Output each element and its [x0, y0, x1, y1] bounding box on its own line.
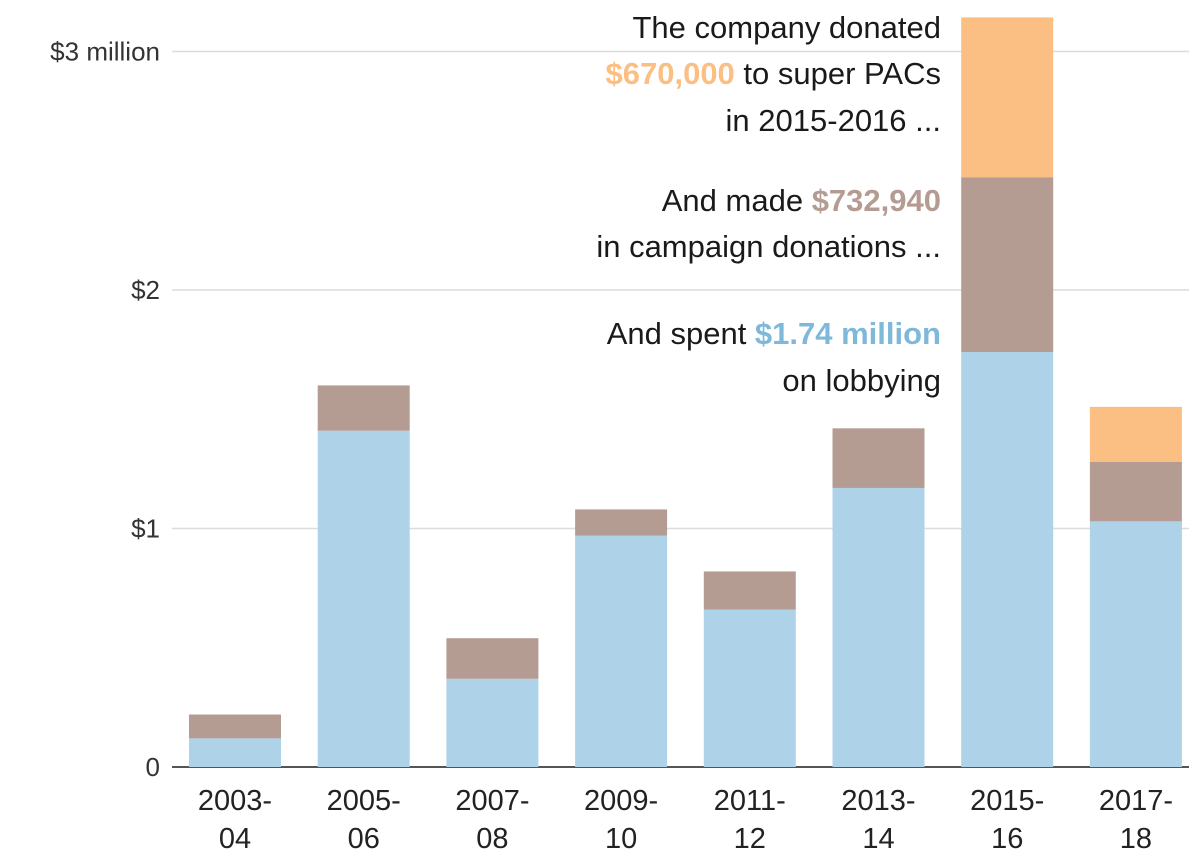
bar-segment-lobbying [575, 535, 668, 767]
annotation-super-pac-line: in 2015-2016 ... [726, 103, 941, 138]
x-tick-label: 04 [219, 823, 251, 855]
annotation-super-pac-line: $670,000 to super PACs [606, 56, 942, 91]
y-tick-label: $3 million [50, 37, 160, 67]
x-tick-label: 14 [862, 823, 894, 855]
x-tick-label: 2015- [970, 785, 1044, 817]
bar-segment-campaign [446, 638, 539, 679]
x-tick-label: 2009- [584, 785, 658, 817]
annotation-text: on lobbying [782, 363, 941, 398]
x-tick-label: 16 [991, 823, 1023, 855]
bar-segment-lobbying [703, 609, 796, 767]
annotation-campaign-line: And made $732,940 [662, 183, 941, 218]
bar-segment-lobbying [317, 430, 410, 767]
annotation-super-pac-line: The company donated [633, 10, 942, 45]
annotation-lobbying-line: on lobbying [782, 363, 941, 398]
y-tick-label: 0 [146, 752, 160, 782]
annotation-highlight: $670,000 [606, 56, 735, 91]
x-tick-label: 10 [605, 823, 637, 855]
bar-segment-lobbying [1089, 521, 1182, 767]
x-tick-label: 12 [734, 823, 766, 855]
x-tick-label: 2007- [455, 785, 529, 817]
annotation-text: And made [662, 183, 812, 218]
annotation-highlight: $1.74 million [755, 316, 941, 351]
bar-segment-campaign [575, 509, 668, 536]
annotation-text: in 2015-2016 ... [726, 103, 941, 138]
x-tick-label: 06 [348, 823, 380, 855]
x-tick-label: 2013- [841, 785, 915, 817]
bar-segment-campaign [961, 177, 1054, 353]
bar-segment-lobbying [446, 678, 539, 767]
bar-segment-super-pac [961, 17, 1054, 178]
annotation-highlight: $732,940 [812, 183, 941, 218]
annotation-lobbying-line: And spent $1.74 million [607, 316, 941, 351]
bar-segment-lobbying [189, 738, 281, 767]
bar-segment-campaign [832, 428, 925, 488]
annotation-text: in campaign donations ... [596, 229, 941, 264]
x-tick-label: 08 [476, 823, 508, 855]
bar-segment-campaign [1089, 461, 1182, 522]
y-tick-label: $1 [131, 514, 160, 544]
bar-segment-campaign [317, 385, 410, 431]
x-tick-label: 2003- [198, 785, 272, 817]
bar-segment-lobbying [832, 487, 925, 767]
annotation-text: The company donated [633, 10, 942, 45]
x-tick-label: 2011- [714, 785, 786, 817]
bar-segment-lobbying [961, 352, 1054, 767]
x-tick-label: 18 [1120, 823, 1152, 855]
y-tick-label: $2 [131, 275, 160, 305]
x-tick-label: 2017- [1099, 785, 1173, 817]
annotation-text: And spent [607, 316, 755, 351]
bar-segment-super-pac [1089, 406, 1182, 462]
bar-segment-campaign [189, 714, 281, 739]
annotation-text: to super PACs [735, 56, 941, 91]
x-tick-label: 2005- [327, 785, 401, 817]
bar-segment-campaign [703, 571, 796, 610]
annotation-campaign-line: in campaign donations ... [596, 229, 941, 264]
